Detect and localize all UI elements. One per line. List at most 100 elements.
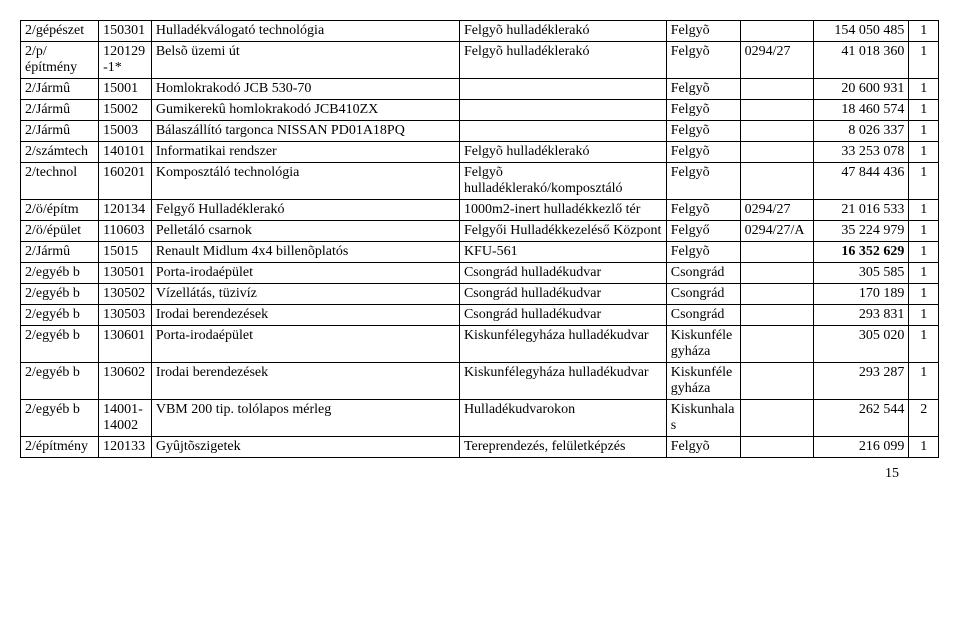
cell-c3: Csongrád hulladékudvar xyxy=(459,263,666,284)
cell-c0: 2/Jármû xyxy=(21,100,99,121)
table-row: 2/egyéb b14001-14002VBM 200 tip. tolólap… xyxy=(21,400,939,437)
cell-c0: 2/ö/épület xyxy=(21,221,99,242)
cell-c4: Felgyõ xyxy=(666,200,740,221)
table-row: 2/gépészet150301Hulladékválogató technol… xyxy=(21,21,939,42)
cell-c6: 170 189 xyxy=(814,284,909,305)
table-row: 2/egyéb b130602Irodai berendezésekKiskun… xyxy=(21,363,939,400)
cell-c2: Felgyő Hulladéklerakó xyxy=(151,200,459,221)
table-row: 2/egyéb b130502Vízellátás, tüzivízCsongr… xyxy=(21,284,939,305)
cell-c3: 1000m2-inert hulladékkezlő tér xyxy=(459,200,666,221)
cell-c7: 1 xyxy=(909,142,939,163)
cell-c1: 160201 xyxy=(99,163,152,200)
cell-c7: 1 xyxy=(909,100,939,121)
cell-c5 xyxy=(740,400,814,437)
cell-c7: 1 xyxy=(909,242,939,263)
cell-c4: Kiskunhalas xyxy=(666,400,740,437)
cell-c0: 2/egyéb b xyxy=(21,284,99,305)
cell-c7: 1 xyxy=(909,121,939,142)
cell-c0: 2/építmény xyxy=(21,437,99,458)
cell-c4: Felgyõ xyxy=(666,142,740,163)
cell-c1: 150301 xyxy=(99,21,152,42)
cell-c6: 20 600 931 xyxy=(814,79,909,100)
table-row: 2/ö/építm120134Felgyő Hulladéklerakó1000… xyxy=(21,200,939,221)
cell-c1: 140101 xyxy=(99,142,152,163)
cell-c4: Csongrád xyxy=(666,305,740,326)
cell-c7: 1 xyxy=(909,163,939,200)
cell-c6: 35 224 979 xyxy=(814,221,909,242)
cell-c5 xyxy=(740,363,814,400)
cell-c5 xyxy=(740,326,814,363)
table-row: 2/Jármû15003Bálaszállító targonca NISSAN… xyxy=(21,121,939,142)
cell-c2: Informatikai rendszer xyxy=(151,142,459,163)
cell-c2: Gumikerekû homlokrakodó JCB410ZX xyxy=(151,100,459,121)
cell-c3: Hulladékudvarokon xyxy=(459,400,666,437)
cell-c0: 2/p/építmény xyxy=(21,42,99,79)
cell-c0: 2/Jármû xyxy=(21,79,99,100)
cell-c1: 15003 xyxy=(99,121,152,142)
cell-c7: 2 xyxy=(909,400,939,437)
cell-c3: Kiskunfélegyháza hulladékudvar xyxy=(459,326,666,363)
cell-c3: KFU-561 xyxy=(459,242,666,263)
cell-c5: 0294/27/A xyxy=(740,221,814,242)
cell-c0: 2/Jármû xyxy=(21,242,99,263)
table-row: 2/technol160201Komposztáló technológiaFe… xyxy=(21,163,939,200)
cell-c0: 2/ö/építm xyxy=(21,200,99,221)
cell-c2: Gyûjtõszigetek xyxy=(151,437,459,458)
cell-c2: Porta-irodaépület xyxy=(151,263,459,284)
cell-c5 xyxy=(740,142,814,163)
cell-c2: Renault Midlum 4x4 billenõplatós xyxy=(151,242,459,263)
table-row: 2/Jármû15001Homlokrakodó JCB 530-70Felgy… xyxy=(21,79,939,100)
cell-c4: Felgyõ xyxy=(666,42,740,79)
cell-c4: Csongrád xyxy=(666,284,740,305)
cell-c6: 47 844 436 xyxy=(814,163,909,200)
cell-c7: 1 xyxy=(909,437,939,458)
cell-c3: Tereprendezés, felületképzés xyxy=(459,437,666,458)
cell-c2: Vízellátás, tüzivíz xyxy=(151,284,459,305)
table-row: 2/egyéb b130501Porta-irodaépületCsongrád… xyxy=(21,263,939,284)
cell-c6: 33 253 078 xyxy=(814,142,909,163)
cell-c3: Csongrád hulladékudvar xyxy=(459,284,666,305)
table-row: 2/egyéb b130503Irodai berendezésekCsongr… xyxy=(21,305,939,326)
cell-c5 xyxy=(740,79,814,100)
cell-c1: 15015 xyxy=(99,242,152,263)
cell-c7: 1 xyxy=(909,200,939,221)
cell-c6: 293 287 xyxy=(814,363,909,400)
cell-c1: 110603 xyxy=(99,221,152,242)
cell-c1: 120134 xyxy=(99,200,152,221)
cell-c3 xyxy=(459,100,666,121)
table-row: 2/egyéb b130601Porta-irodaépületKiskunfé… xyxy=(21,326,939,363)
cell-c5 xyxy=(740,163,814,200)
cell-c6: 18 460 574 xyxy=(814,100,909,121)
cell-c0: 2/Jármû xyxy=(21,121,99,142)
cell-c1: 130601 xyxy=(99,326,152,363)
cell-c5 xyxy=(740,263,814,284)
cell-c2: Homlokrakodó JCB 530-70 xyxy=(151,79,459,100)
cell-c1: 15002 xyxy=(99,100,152,121)
cell-c7: 1 xyxy=(909,284,939,305)
cell-c4: Felgyõ xyxy=(666,242,740,263)
cell-c6: 16 352 629 xyxy=(814,242,909,263)
cell-c2: Belsõ üzemi út xyxy=(151,42,459,79)
cell-c4: Felgyő xyxy=(666,221,740,242)
cell-c4: Felgyõ xyxy=(666,121,740,142)
cell-c3: Felgyõ hulladéklerakó xyxy=(459,42,666,79)
cell-c0: 2/egyéb b xyxy=(21,263,99,284)
cell-c3: Felgyõ hulladéklerakó/komposztáló xyxy=(459,163,666,200)
cell-c7: 1 xyxy=(909,363,939,400)
cell-c5 xyxy=(740,437,814,458)
cell-c6: 216 099 xyxy=(814,437,909,458)
cell-c6: 154 050 485 xyxy=(814,21,909,42)
cell-c6: 262 544 xyxy=(814,400,909,437)
cell-c6: 293 831 xyxy=(814,305,909,326)
cell-c1: 15001 xyxy=(99,79,152,100)
cell-c2: Irodai berendezések xyxy=(151,363,459,400)
cell-c1: 120129-1* xyxy=(99,42,152,79)
cell-c6: 41 018 360 xyxy=(814,42,909,79)
cell-c2: Pelletáló csarnok xyxy=(151,221,459,242)
cell-c7: 1 xyxy=(909,221,939,242)
cell-c5 xyxy=(740,121,814,142)
cell-c1: 130501 xyxy=(99,263,152,284)
cell-c4: Felgyõ xyxy=(666,21,740,42)
table-row: 2/p/építmény120129-1*Belsõ üzemi útFelgy… xyxy=(21,42,939,79)
cell-c5 xyxy=(740,305,814,326)
